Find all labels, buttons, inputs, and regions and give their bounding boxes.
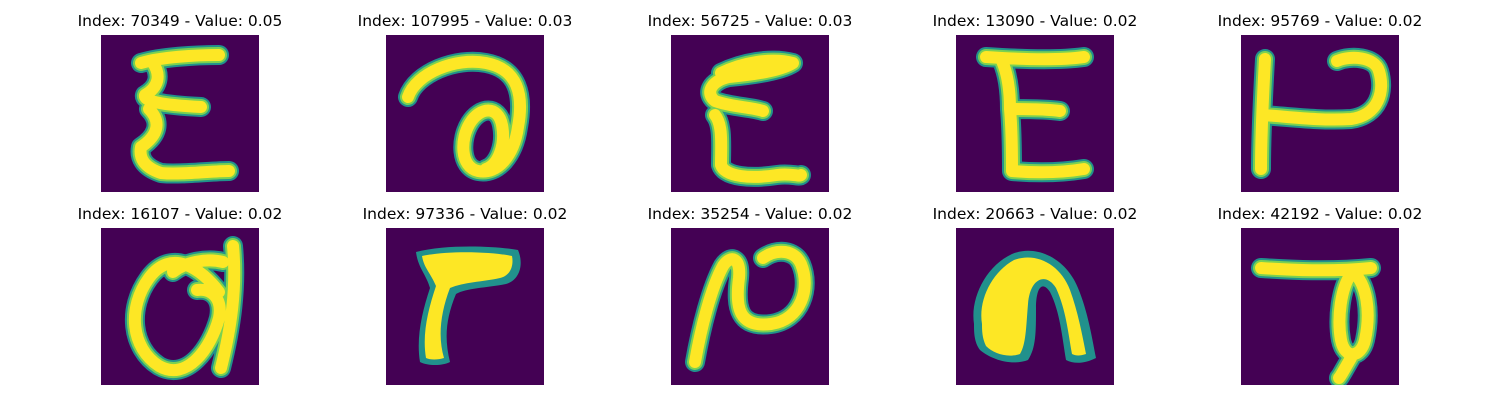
- handwritten-glyph-t-loop: [1251, 258, 1381, 385]
- handwritten-glyph-n-arch: [973, 250, 1096, 363]
- sample-image: [671, 228, 829, 385]
- handwritten-glyph-e-script: [130, 45, 239, 184]
- panel-title: Index: 35254 - Value: 0.02: [647, 205, 853, 223]
- handwritten-glyph-r-bold: [416, 246, 521, 365]
- sample-image: [386, 35, 544, 192]
- handwritten-glyph-a-loop-large: [124, 236, 245, 381]
- sample-image: [671, 35, 829, 192]
- handwritten-glyph-n-script: [685, 241, 815, 372]
- sample-image: [1241, 35, 1399, 192]
- panel-title: Index: 56725 - Value: 0.03: [647, 12, 853, 30]
- sample-image: [101, 35, 259, 192]
- panel-title: Index: 70349 - Value: 0.05: [77, 12, 283, 30]
- handwritten-glyph-a-loop: [398, 51, 531, 182]
- panel-title: Index: 95769 - Value: 0.02: [1217, 12, 1423, 30]
- panel-title: Index: 97336 - Value: 0.02: [362, 205, 568, 223]
- panel-title: Index: 16107 - Value: 0.02: [77, 205, 283, 223]
- sample-image: [956, 35, 1114, 192]
- panel-title: Index: 42192 - Value: 0.02: [1217, 205, 1423, 223]
- sample-image: [386, 228, 544, 385]
- panel-title: Index: 20663 - Value: 0.02: [932, 205, 1138, 223]
- sample-image: [101, 228, 259, 385]
- handwritten-glyph-e-script: [700, 50, 811, 187]
- sample-image: [1241, 228, 1399, 385]
- handwritten-glyph-h-hook: [1251, 47, 1392, 179]
- handwritten-glyph-e-block: [976, 47, 1094, 183]
- panel-title: Index: 13090 - Value: 0.02: [932, 12, 1138, 30]
- panel-title: Index: 107995 - Value: 0.03: [357, 12, 573, 30]
- sample-image: [956, 228, 1114, 385]
